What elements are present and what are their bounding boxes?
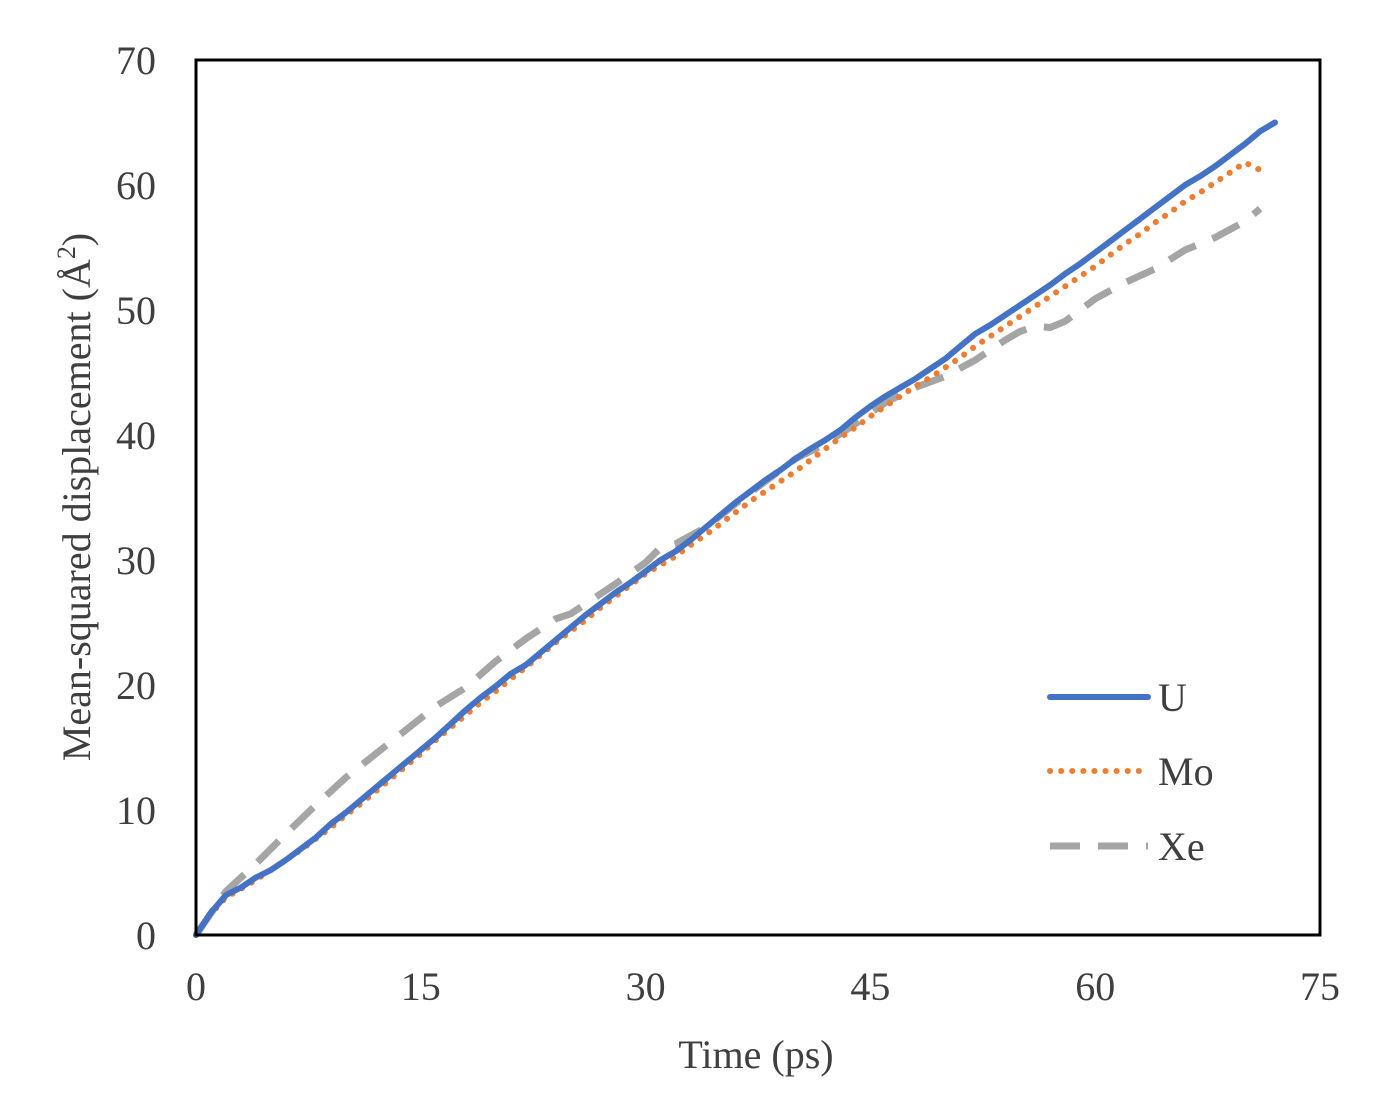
y-tick-label: 10 — [116, 788, 156, 833]
y-axis-title-end: ) — [54, 233, 99, 246]
x-tick-label: 45 — [850, 964, 890, 1009]
x-tick-label: 30 — [626, 964, 666, 1009]
x-tick-label: 75 — [1300, 964, 1340, 1009]
series-line-mo — [193, 159, 1264, 938]
y-tick-label: 30 — [116, 538, 156, 583]
x-axis-ticks: 0 15 30 45 60 75 — [186, 964, 1340, 1009]
y-axis-title-main: Mean-squared displacement (Å — [54, 259, 99, 761]
y-tick-label: 40 — [116, 413, 156, 458]
legend-label-xe: Xe — [1158, 824, 1205, 869]
y-tick-label: 0 — [136, 913, 156, 958]
legend-label-mo: Mo — [1158, 749, 1214, 794]
series-line-u — [193, 119, 1278, 938]
x-tick-label: 0 — [186, 964, 206, 1009]
x-tick-label: 15 — [401, 964, 441, 1009]
series-line-xe — [193, 206, 1263, 937]
x-axis-title: Time (ps) — [678, 1032, 833, 1077]
y-tick-label: 20 — [116, 663, 156, 708]
y-tick-label: 70 — [116, 38, 156, 83]
legend: U Mo Xe — [1047, 675, 1214, 869]
plot-frame — [194, 58, 1322, 937]
y-tick-label: 60 — [116, 163, 156, 208]
legend-label-u: U — [1158, 675, 1187, 720]
y-axis-ticks: 0 10 20 30 40 50 60 70 — [116, 38, 156, 958]
y-tick-label: 50 — [116, 288, 156, 333]
y-axis-title: Mean-squared displacement (Å2) — [52, 233, 99, 761]
y-axis-title-superscript: 2 — [52, 246, 81, 259]
series-layer — [193, 119, 1278, 938]
x-tick-label: 60 — [1075, 964, 1115, 1009]
